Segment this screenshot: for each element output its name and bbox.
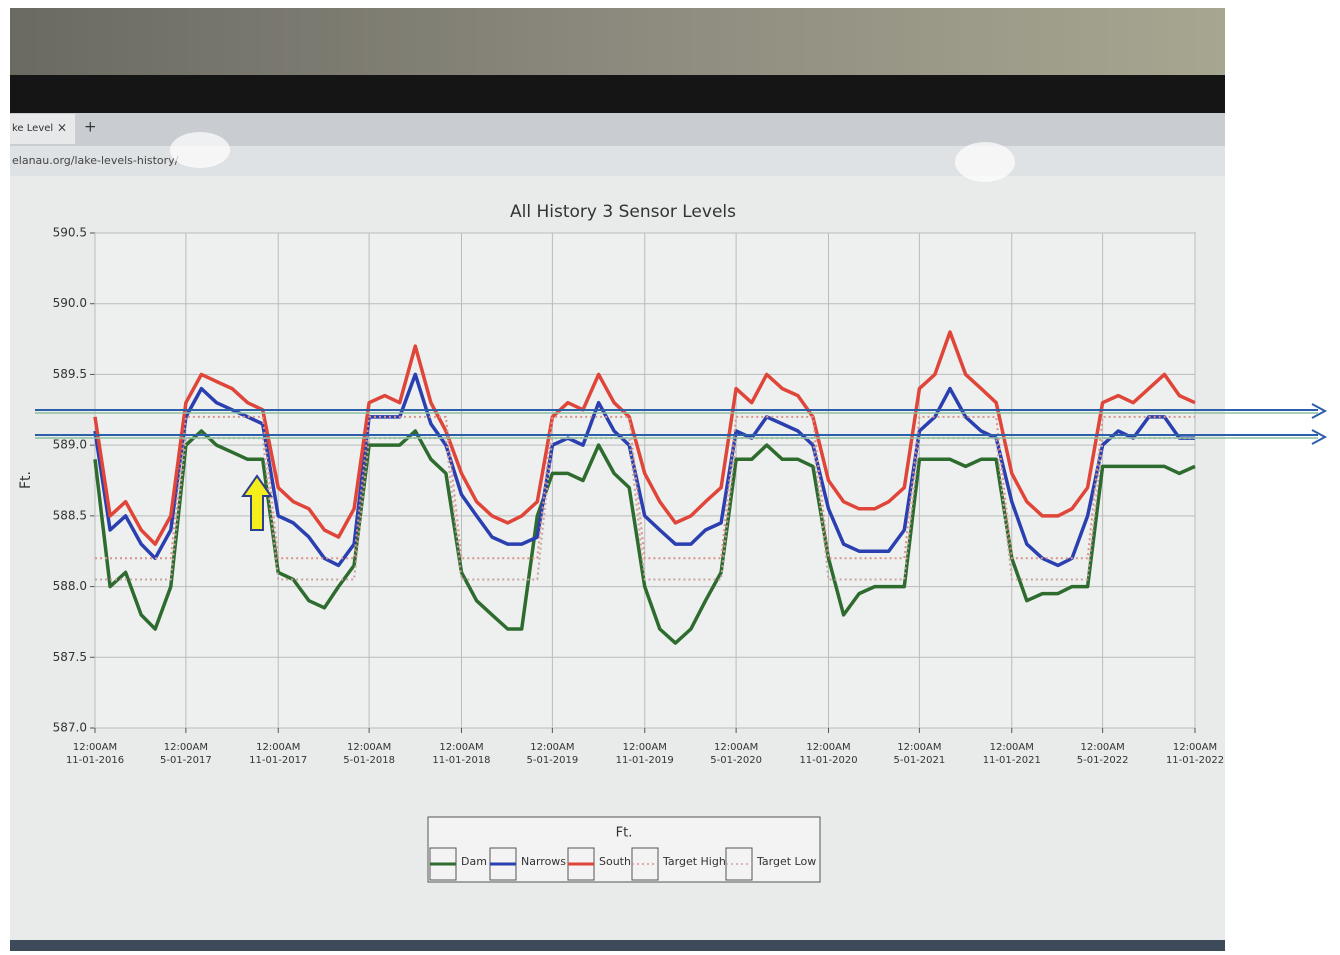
- taskbar: [10, 940, 1225, 951]
- y-tick-label: 587.0: [53, 721, 87, 735]
- tab-close[interactable]: ×: [57, 121, 67, 135]
- annotation-arrowhead: [1311, 403, 1328, 419]
- legend-box: [427, 816, 821, 883]
- legend-label: Dam: [461, 855, 487, 868]
- x-tick-label: 12:00AM 11-01-2021: [983, 742, 1041, 766]
- y-tick-label: 590.5: [53, 226, 87, 240]
- x-tick-label: 12:00AM 11-01-2017: [249, 742, 307, 766]
- x-tick-label: 12:00AM 5-01-2018: [343, 742, 395, 766]
- legend: Ft. Dam Narrows South Target High Target Low: [427, 816, 821, 883]
- url[interactable]: elanau.org/lake-levels-history/: [12, 154, 179, 167]
- y-tick-label: 589.5: [53, 367, 87, 381]
- series-line: [95, 415, 1195, 560]
- x-tick-label: 12:00AM 5-01-2020: [710, 742, 762, 766]
- yellow-arrow: [241, 474, 273, 531]
- monitor-bezel: [10, 75, 1225, 115]
- annotation-arrowhead: [1311, 429, 1328, 445]
- x-tick-label: 12:00AM 5-01-2017: [160, 742, 212, 766]
- y-tick-label: 588.0: [53, 579, 87, 593]
- annotations: [35, 403, 1328, 531]
- legend-label: Target Low: [756, 855, 816, 868]
- legend-label: South: [599, 855, 631, 868]
- series-line: [95, 437, 1195, 581]
- x-tick-label: 12:00AM 5-01-2022: [1077, 742, 1129, 766]
- new-tab[interactable]: +: [84, 118, 97, 136]
- x-tick-label: 12:00AM 11-01-2022: [1166, 742, 1224, 766]
- y-axis-label: Ft.: [18, 471, 34, 489]
- series-lines: [93, 330, 1196, 645]
- glare: [170, 132, 230, 168]
- x-tick-label: 12:00AM 11-01-2019: [616, 742, 674, 766]
- tab: [10, 114, 75, 144]
- x-tick-label: 12:00AM 5-01-2019: [526, 742, 578, 766]
- x-tick-label: 12:00AM 11-01-2016: [66, 742, 124, 766]
- background-scene: [10, 8, 1225, 83]
- legend-label: Target High: [662, 855, 726, 868]
- legend-label: Narrows: [521, 855, 566, 868]
- y-tick-label: 588.5: [53, 508, 87, 522]
- x-tick-label: 12:00AM 5-01-2021: [893, 742, 945, 766]
- legend-title: Ft.: [616, 826, 633, 841]
- y-tick-label: 587.5: [53, 650, 87, 664]
- y-tick-label: 590.0: [53, 296, 87, 310]
- glare: [955, 142, 1015, 182]
- x-tick-label: 12:00AM 11-01-2018: [432, 742, 490, 766]
- y-tick-label: 589.0: [53, 438, 87, 452]
- series-line: [93, 372, 1195, 568]
- series-line: [93, 330, 1196, 546]
- chart-title: All History 3 Sensor Levels: [510, 202, 736, 222]
- tab-title: ke Level: [12, 123, 53, 134]
- x-tick-label: 12:00AM 11-01-2020: [799, 742, 857, 766]
